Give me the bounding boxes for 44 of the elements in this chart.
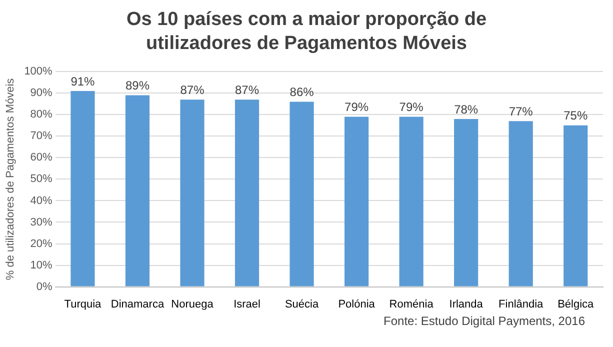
data-label: 75%	[564, 108, 588, 123]
bar	[180, 100, 204, 286]
bar	[344, 116, 369, 286]
y-tick-label: 50%	[30, 173, 53, 186]
y-tick-label: 0%	[36, 280, 53, 293]
x-tick-label: Israel	[234, 298, 260, 310]
x-tick-label: Irlanda	[449, 298, 484, 310]
y-tick-label: 80%	[30, 108, 53, 121]
y-tick-label: 40%	[30, 194, 53, 207]
x-tick-label: Roménia	[389, 298, 434, 310]
y-tick-label: 30%	[30, 216, 53, 228]
y-tick-label: 90%	[30, 87, 53, 100]
y-tick-label: 60%	[30, 152, 53, 164]
bar	[125, 95, 150, 286]
x-tick-label: Finlândia	[498, 298, 544, 310]
y-axis-title: % de utilizadores de Pagamentos Móveis	[4, 78, 17, 280]
chart-title: Os 10 países com a maior proporção de utilizadores de Pagamentos Móveis	[125, 8, 488, 56]
x-tick-label: Turquia	[64, 298, 102, 310]
data-label: 78%	[454, 102, 478, 116]
x-tick-label: Dinamarca	[110, 298, 165, 310]
data-label: 77%	[508, 104, 534, 118]
y-tick-label: 100%	[24, 66, 53, 78]
source-note: Fonte: Estudo Digital Payments, 2016	[382, 314, 586, 328]
bar	[454, 118, 478, 286]
data-label: 91%	[70, 74, 96, 88]
x-tick-label: Polónia	[338, 298, 376, 310]
bar	[234, 100, 260, 286]
y-tick-label: 20%	[30, 238, 53, 250]
bar	[399, 116, 424, 286]
data-label: 79%	[344, 100, 369, 114]
bar	[508, 121, 533, 286]
data-label: 79%	[399, 100, 424, 114]
data-label: 87%	[180, 82, 205, 97]
x-tick-label: Bélgica	[558, 298, 595, 310]
data-label: 89%	[125, 78, 150, 93]
x-tick-label: Noruega	[171, 298, 214, 310]
data-label: 87%	[235, 82, 260, 97]
x-tick-label: Suécia	[284, 298, 320, 310]
bar	[290, 102, 314, 286]
y-tick-label: 70%	[30, 130, 53, 142]
y-tick-label: 10%	[30, 259, 53, 272]
bar	[564, 125, 588, 286]
data-label: 86%	[290, 85, 314, 100]
bar	[70, 90, 95, 286]
